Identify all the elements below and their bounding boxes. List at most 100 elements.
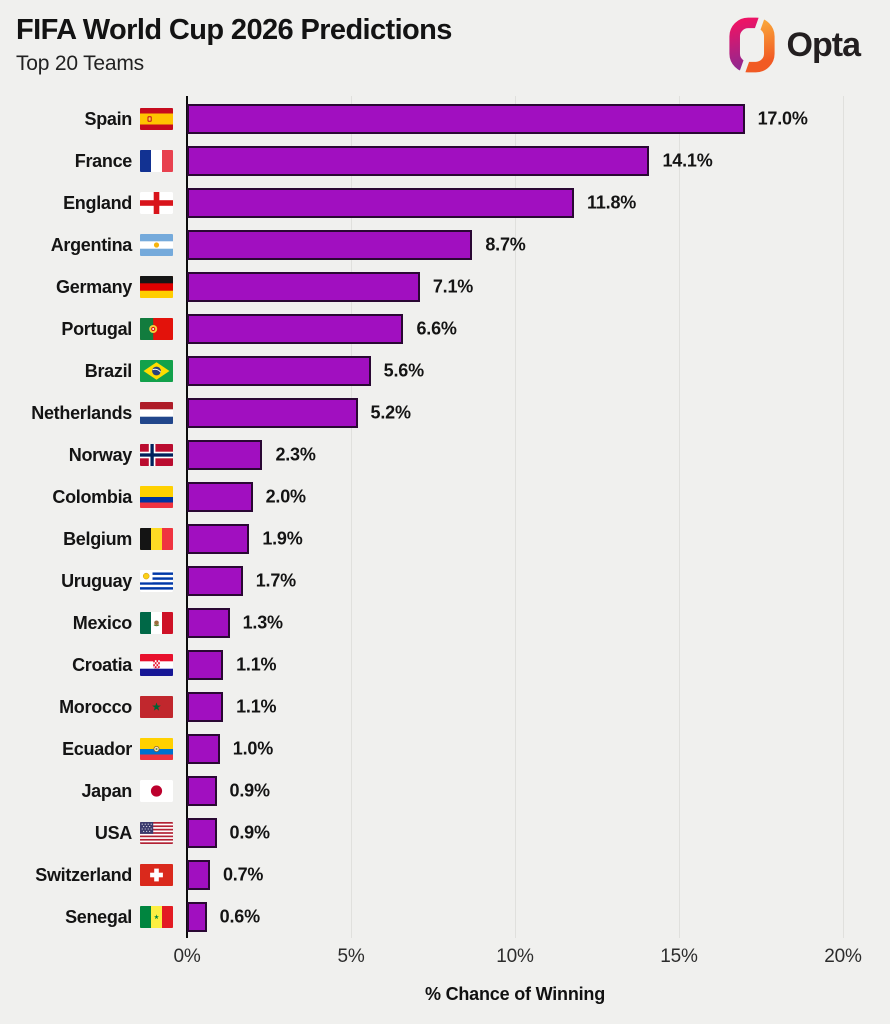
opta-logo-icon — [728, 16, 775, 74]
flag-icon-sn — [132, 906, 187, 928]
bar-row: Uruguay 1.7% — [0, 560, 890, 602]
bar — [187, 566, 243, 596]
chart-rows: Spain 17.0% France 14.1% England 11.8% A… — [0, 96, 890, 938]
bar — [187, 818, 217, 848]
team-label: Portugal — [61, 318, 132, 339]
flag-icon-fr — [132, 150, 187, 172]
bar — [187, 482, 253, 512]
bar-track: 14.1% — [187, 140, 843, 182]
bar-row: Netherlands 5.2% — [0, 392, 890, 434]
team-label: Croatia — [72, 654, 132, 675]
team-label: Norway — [68, 444, 133, 465]
bar — [187, 524, 250, 554]
flag-icon-uy — [132, 570, 187, 592]
chart: Spain 17.0% France 14.1% England 11.8% A… — [0, 96, 890, 1005]
bar-track: 0.9% — [187, 812, 843, 854]
bar-track: 1.7% — [187, 560, 843, 602]
team-label: France — [74, 150, 133, 171]
value-label: 1.3% — [242, 612, 283, 633]
flag-icon-ar — [132, 234, 187, 256]
team-label: USA — [94, 822, 132, 843]
bar — [187, 860, 210, 890]
header: FIFA World Cup 2026 Predictions Top 20 T… — [0, 0, 890, 92]
bar-track: 0.9% — [187, 770, 843, 812]
flag-icon-ma — [132, 696, 187, 718]
x-axis: 0% 5% 10% 15% 20% — [173, 938, 861, 972]
flag-icon-nl — [132, 402, 187, 424]
bar-track: 0.7% — [187, 854, 843, 896]
team-label: Germany — [56, 276, 132, 297]
flag-icon-ec — [132, 738, 187, 760]
value-label: 8.7% — [485, 234, 526, 255]
bar-track: 1.0% — [187, 728, 843, 770]
bar-track: 1.9% — [187, 518, 843, 560]
x-axis-title: % Chance of Winning — [424, 984, 606, 1004]
flag-icon-mx — [132, 612, 187, 634]
brand-lockup: Opta — [727, 16, 861, 74]
page-title: FIFA World Cup 2026 Predictions — [16, 14, 452, 46]
bar — [187, 734, 220, 764]
value-label: 11.8% — [587, 192, 637, 213]
bar-track: 2.3% — [187, 434, 843, 476]
bar — [187, 902, 207, 932]
value-label: 5.2% — [370, 402, 411, 423]
value-label: 6.6% — [416, 318, 457, 339]
header-titles: FIFA World Cup 2026 Predictions Top 20 T… — [16, 14, 452, 76]
bar-row: Belgium 1.9% — [0, 518, 890, 560]
bar-track: 1.1% — [187, 644, 843, 686]
flag-icon-pt — [132, 318, 187, 340]
tick-label: 5% — [337, 946, 365, 967]
bar — [187, 650, 224, 680]
value-label: 1.7% — [255, 570, 296, 591]
bar-row: France 14.1% — [0, 140, 890, 182]
bar — [187, 440, 263, 470]
bar-row: Japan 0.9% — [0, 770, 890, 812]
bar — [187, 314, 404, 344]
page-subtitle: Top 20 Teams — [16, 52, 144, 75]
flag-icon-de — [132, 276, 187, 298]
bar-track: 2.0% — [187, 476, 843, 518]
bar-row: Ecuador 1.0% — [0, 728, 890, 770]
bar-track: 17.0% — [187, 98, 843, 140]
team-label: England — [63, 192, 132, 213]
bar-track: 1.3% — [187, 602, 843, 644]
bar — [187, 146, 650, 176]
value-label: 5.6% — [383, 360, 424, 381]
bar-row: Switzerland 0.7% — [0, 854, 890, 896]
team-label: Morocco — [59, 696, 132, 717]
value-label: 17.0% — [757, 108, 808, 129]
bar-row: Argentina 8.7% — [0, 224, 890, 266]
tick-label: 0% — [173, 946, 201, 967]
bar — [187, 230, 473, 260]
bar-track: 7.1% — [187, 266, 843, 308]
team-label: Ecuador — [62, 738, 132, 759]
bar-row: Croatia 1.1% — [0, 644, 890, 686]
flag-icon-es — [132, 108, 187, 130]
bar-row: England 11.8% — [0, 182, 890, 224]
team-label: Spain — [84, 108, 132, 129]
bar — [187, 272, 420, 302]
bar — [187, 188, 575, 218]
team-label: Brazil — [84, 360, 133, 381]
value-label: 0.9% — [229, 780, 270, 801]
value-label: 1.9% — [262, 528, 303, 549]
team-label: Netherlands — [31, 402, 132, 423]
bar-row: Brazil 5.6% — [0, 350, 890, 392]
flag-icon-us — [132, 822, 187, 844]
bar — [187, 776, 217, 806]
team-label: Colombia — [52, 486, 132, 507]
tick-label: 15% — [660, 946, 698, 967]
bar-row: Senegal 0.6% — [0, 896, 890, 938]
bar-track: 5.2% — [187, 392, 843, 434]
value-label: 0.9% — [229, 822, 270, 843]
value-label: 2.0% — [265, 486, 306, 507]
bar-track: 5.6% — [187, 350, 843, 392]
bar — [187, 608, 230, 638]
bar — [187, 692, 224, 722]
bar-track: 8.7% — [187, 224, 843, 266]
value-label: 1.0% — [232, 738, 274, 759]
bar-row: Colombia 2.0% — [0, 476, 890, 518]
team-label: Senegal — [65, 906, 132, 927]
flag-icon-co — [132, 486, 187, 508]
bar-track: 1.1% — [187, 686, 843, 728]
